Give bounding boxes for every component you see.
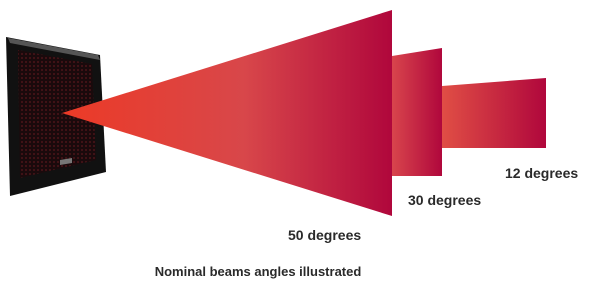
beam-label: 50 degrees: [288, 227, 361, 243]
caption: Nominal beams angles illustrated: [155, 264, 362, 279]
beam-label: 12 degrees: [505, 165, 578, 181]
page: {"beams": [{"label": "50 degrees"}, {"la…: [0, 0, 596, 285]
diagram: 50 degrees 30 degrees 12 degrees Nominal…: [0, 0, 596, 285]
beam-label: 30 degrees: [408, 192, 481, 208]
beam-50: [62, 10, 392, 216]
beam-12: [442, 78, 546, 148]
beam-30: [392, 48, 442, 176]
